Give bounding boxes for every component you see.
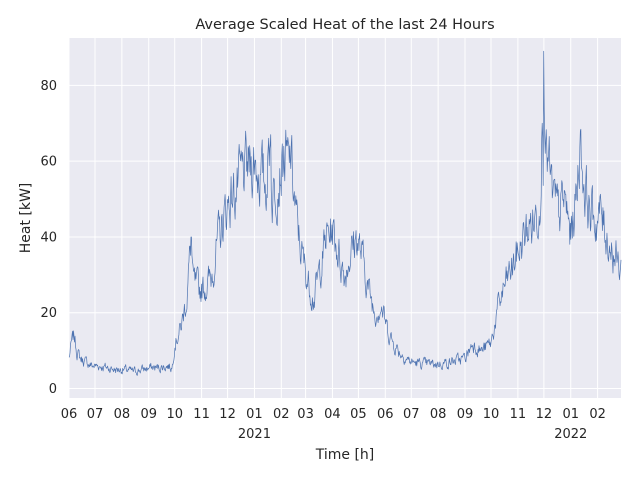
y-tick-label: 80 (40, 79, 57, 94)
x-tick-label: 04 (324, 407, 341, 422)
y-tick-label: 40 (40, 230, 57, 245)
x-tick-label: 11 (510, 407, 527, 422)
x-tick-label: 03 (297, 407, 314, 422)
x-tick-label: 10 (166, 407, 183, 422)
x-axis-label: Time [h] (315, 447, 375, 463)
chart-title: Average Scaled Heat of the last 24 Hours (195, 17, 494, 33)
x-tick-year-label: 2022 (554, 427, 587, 442)
y-axis-label: Heat [kW] (18, 183, 34, 254)
x-tick-label: 12 (219, 407, 236, 422)
x-tick-label: 12 (536, 407, 553, 422)
x-tick-label: 02 (589, 407, 606, 422)
x-tick-year-label: 2021 (238, 427, 271, 442)
plot-background (69, 38, 621, 398)
x-tick-label: 06 (377, 407, 394, 422)
x-tick-label: 07 (403, 407, 420, 422)
y-tick-label: 0 (49, 382, 57, 397)
x-tick-label: 06 (61, 407, 78, 422)
x-tick-label: 09 (140, 407, 157, 422)
x-tick-label: 10 (483, 407, 500, 422)
series-line (68, 50, 622, 376)
y-tick-labels: 0 20 40 60 80 (40, 79, 57, 397)
x-tick-label: 07 (87, 407, 104, 422)
y-tick-label: 20 (40, 306, 57, 321)
x-tick-label: 08 (114, 407, 131, 422)
x-tick-label: 09 (457, 407, 474, 422)
x-tick-label: 11 (193, 407, 210, 422)
x-tick-label: 01 (562, 407, 579, 422)
x-tick-label: 02 (273, 407, 290, 422)
x-tick-label: 08 (430, 407, 447, 422)
y-tick-label: 60 (40, 155, 57, 170)
grid (68, 38, 621, 398)
x-tick-label: 01 (246, 407, 263, 422)
x-tick-label: 05 (350, 407, 367, 422)
